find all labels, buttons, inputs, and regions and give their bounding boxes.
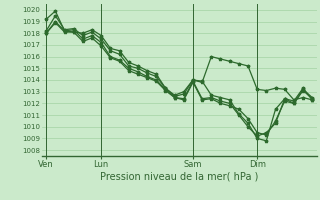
X-axis label: Pression niveau de la mer( hPa ): Pression niveau de la mer( hPa ) [100, 172, 258, 182]
